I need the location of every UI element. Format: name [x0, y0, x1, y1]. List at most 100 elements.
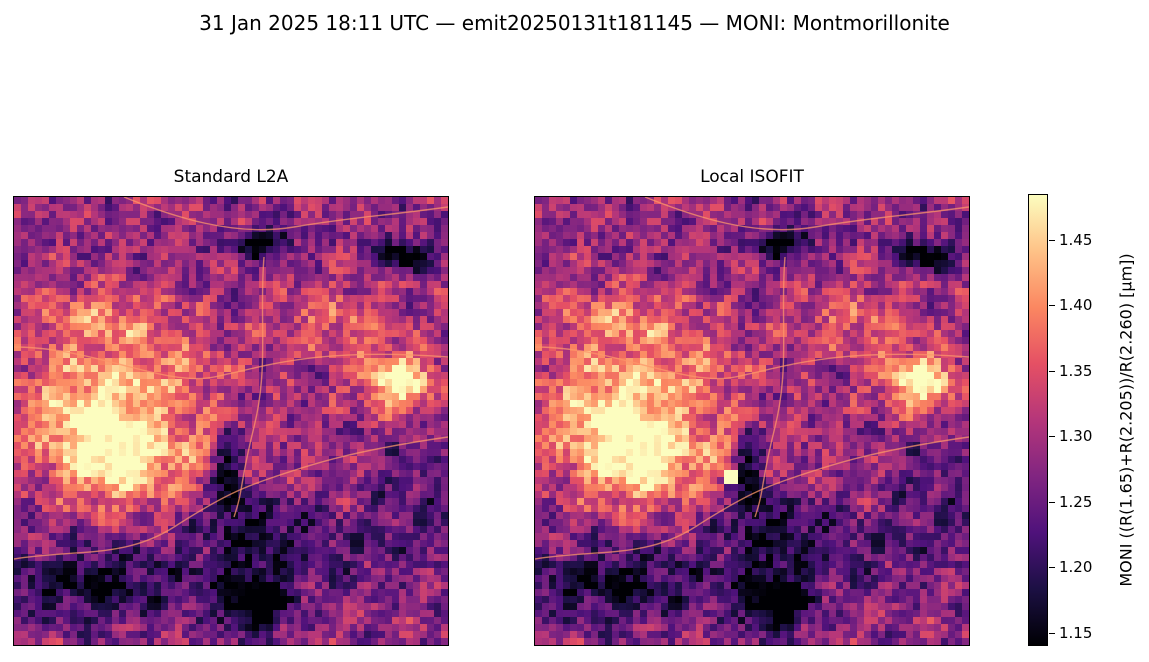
heatmap-cell	[584, 225, 592, 233]
heatmap-cell	[105, 540, 113, 548]
heatmap-cell	[210, 218, 218, 226]
heatmap-cell	[577, 260, 585, 268]
heatmap-cell	[385, 386, 393, 394]
heatmap-cell	[759, 204, 767, 212]
heatmap-cell	[84, 393, 92, 401]
heatmap-cell	[371, 421, 379, 429]
heatmap-cell	[843, 295, 851, 303]
heatmap-cell	[378, 225, 386, 233]
heatmap-cell	[570, 281, 578, 289]
heatmap-cell	[724, 211, 732, 219]
heatmap-cell	[301, 337, 309, 345]
heatmap-cell	[413, 603, 421, 611]
heatmap-cell	[357, 540, 365, 548]
heatmap-cell	[591, 246, 599, 254]
heatmap-cell	[864, 232, 872, 240]
heatmap-cell	[315, 428, 323, 436]
heatmap-cell	[273, 484, 281, 492]
heatmap-cell	[542, 246, 550, 254]
heatmap-cell	[161, 547, 169, 555]
heatmap-cell	[703, 288, 711, 296]
heatmap-cell	[927, 274, 935, 282]
heatmap-cell	[343, 491, 351, 499]
heatmap-cell	[640, 197, 648, 205]
heatmap-cell	[913, 253, 921, 261]
heatmap-cell	[168, 456, 176, 464]
heatmap-cell	[413, 400, 421, 408]
heatmap-cell	[371, 491, 379, 499]
heatmap-cell	[119, 498, 127, 506]
heatmap-cell	[98, 379, 106, 387]
heatmap-cell	[21, 484, 29, 492]
heatmap-cell	[815, 281, 823, 289]
heatmap-cell	[56, 246, 64, 254]
heatmap-cell	[252, 239, 260, 247]
heatmap-cell	[696, 197, 704, 205]
heatmap-cell	[252, 575, 260, 583]
heatmap-cell	[336, 379, 344, 387]
heatmap-cell	[801, 197, 809, 205]
heatmap-cell	[84, 470, 92, 478]
heatmap-cell	[245, 589, 253, 597]
heatmap-cell	[70, 624, 78, 632]
heatmap-cell	[413, 498, 421, 506]
heatmap-cell	[119, 456, 127, 464]
heatmap-cell	[301, 323, 309, 331]
heatmap-cell	[612, 239, 620, 247]
heatmap-cell	[161, 449, 169, 457]
heatmap-cell	[154, 449, 162, 457]
heatmap-cell	[140, 274, 148, 282]
heatmap-cell	[105, 323, 113, 331]
heatmap-cell	[196, 484, 204, 492]
heatmap-cell	[378, 316, 386, 324]
heatmap-cell	[175, 218, 183, 226]
heatmap-cell	[371, 197, 379, 205]
heatmap-cell	[434, 344, 442, 352]
heatmap-cell	[280, 435, 288, 443]
heatmap-cell	[182, 253, 190, 261]
heatmap-cell	[759, 267, 767, 275]
heatmap-cell	[745, 225, 753, 233]
heatmap-cell	[210, 379, 218, 387]
heatmap-cell	[647, 309, 655, 317]
heatmap-cell	[336, 274, 344, 282]
heatmap-cell	[98, 477, 106, 485]
heatmap-cell	[336, 498, 344, 506]
heatmap-cell	[392, 316, 400, 324]
heatmap-cell	[927, 302, 935, 310]
heatmap-cell	[427, 218, 435, 226]
heatmap-cell	[542, 295, 550, 303]
heatmap-cell	[133, 575, 141, 583]
heatmap-cell	[91, 624, 99, 632]
heatmap-cell	[14, 246, 22, 254]
heatmap-cell	[210, 344, 218, 352]
heatmap-cell	[42, 442, 50, 450]
heatmap-cell	[598, 260, 606, 268]
heatmap-cell	[308, 386, 316, 394]
heatmap-cell	[189, 435, 197, 443]
heatmap-cell	[906, 274, 914, 282]
heatmap-cell	[259, 456, 267, 464]
heatmap-cell	[654, 309, 662, 317]
heatmap-cell	[920, 218, 928, 226]
heatmap-cell	[231, 372, 239, 380]
heatmap-cell	[420, 274, 428, 282]
heatmap-cell	[133, 323, 141, 331]
heatmap-cell	[119, 582, 127, 590]
heatmap-cell	[427, 211, 435, 219]
heatmap-cell	[266, 631, 274, 639]
heatmap-cell	[413, 197, 421, 205]
heatmap-cell	[808, 218, 816, 226]
heatmap-cell	[147, 596, 155, 604]
heatmap-cell	[210, 554, 218, 562]
heatmap-cell	[420, 197, 428, 205]
heatmap-cell	[434, 589, 442, 597]
heatmap-cell	[266, 498, 274, 506]
heatmap-cell	[196, 260, 204, 268]
heatmap-cell	[392, 526, 400, 534]
heatmap-cell	[343, 204, 351, 212]
heatmap-cell	[661, 246, 669, 254]
heatmap-cell	[315, 337, 323, 345]
heatmap-cell	[259, 421, 267, 429]
heatmap-cell	[84, 547, 92, 555]
